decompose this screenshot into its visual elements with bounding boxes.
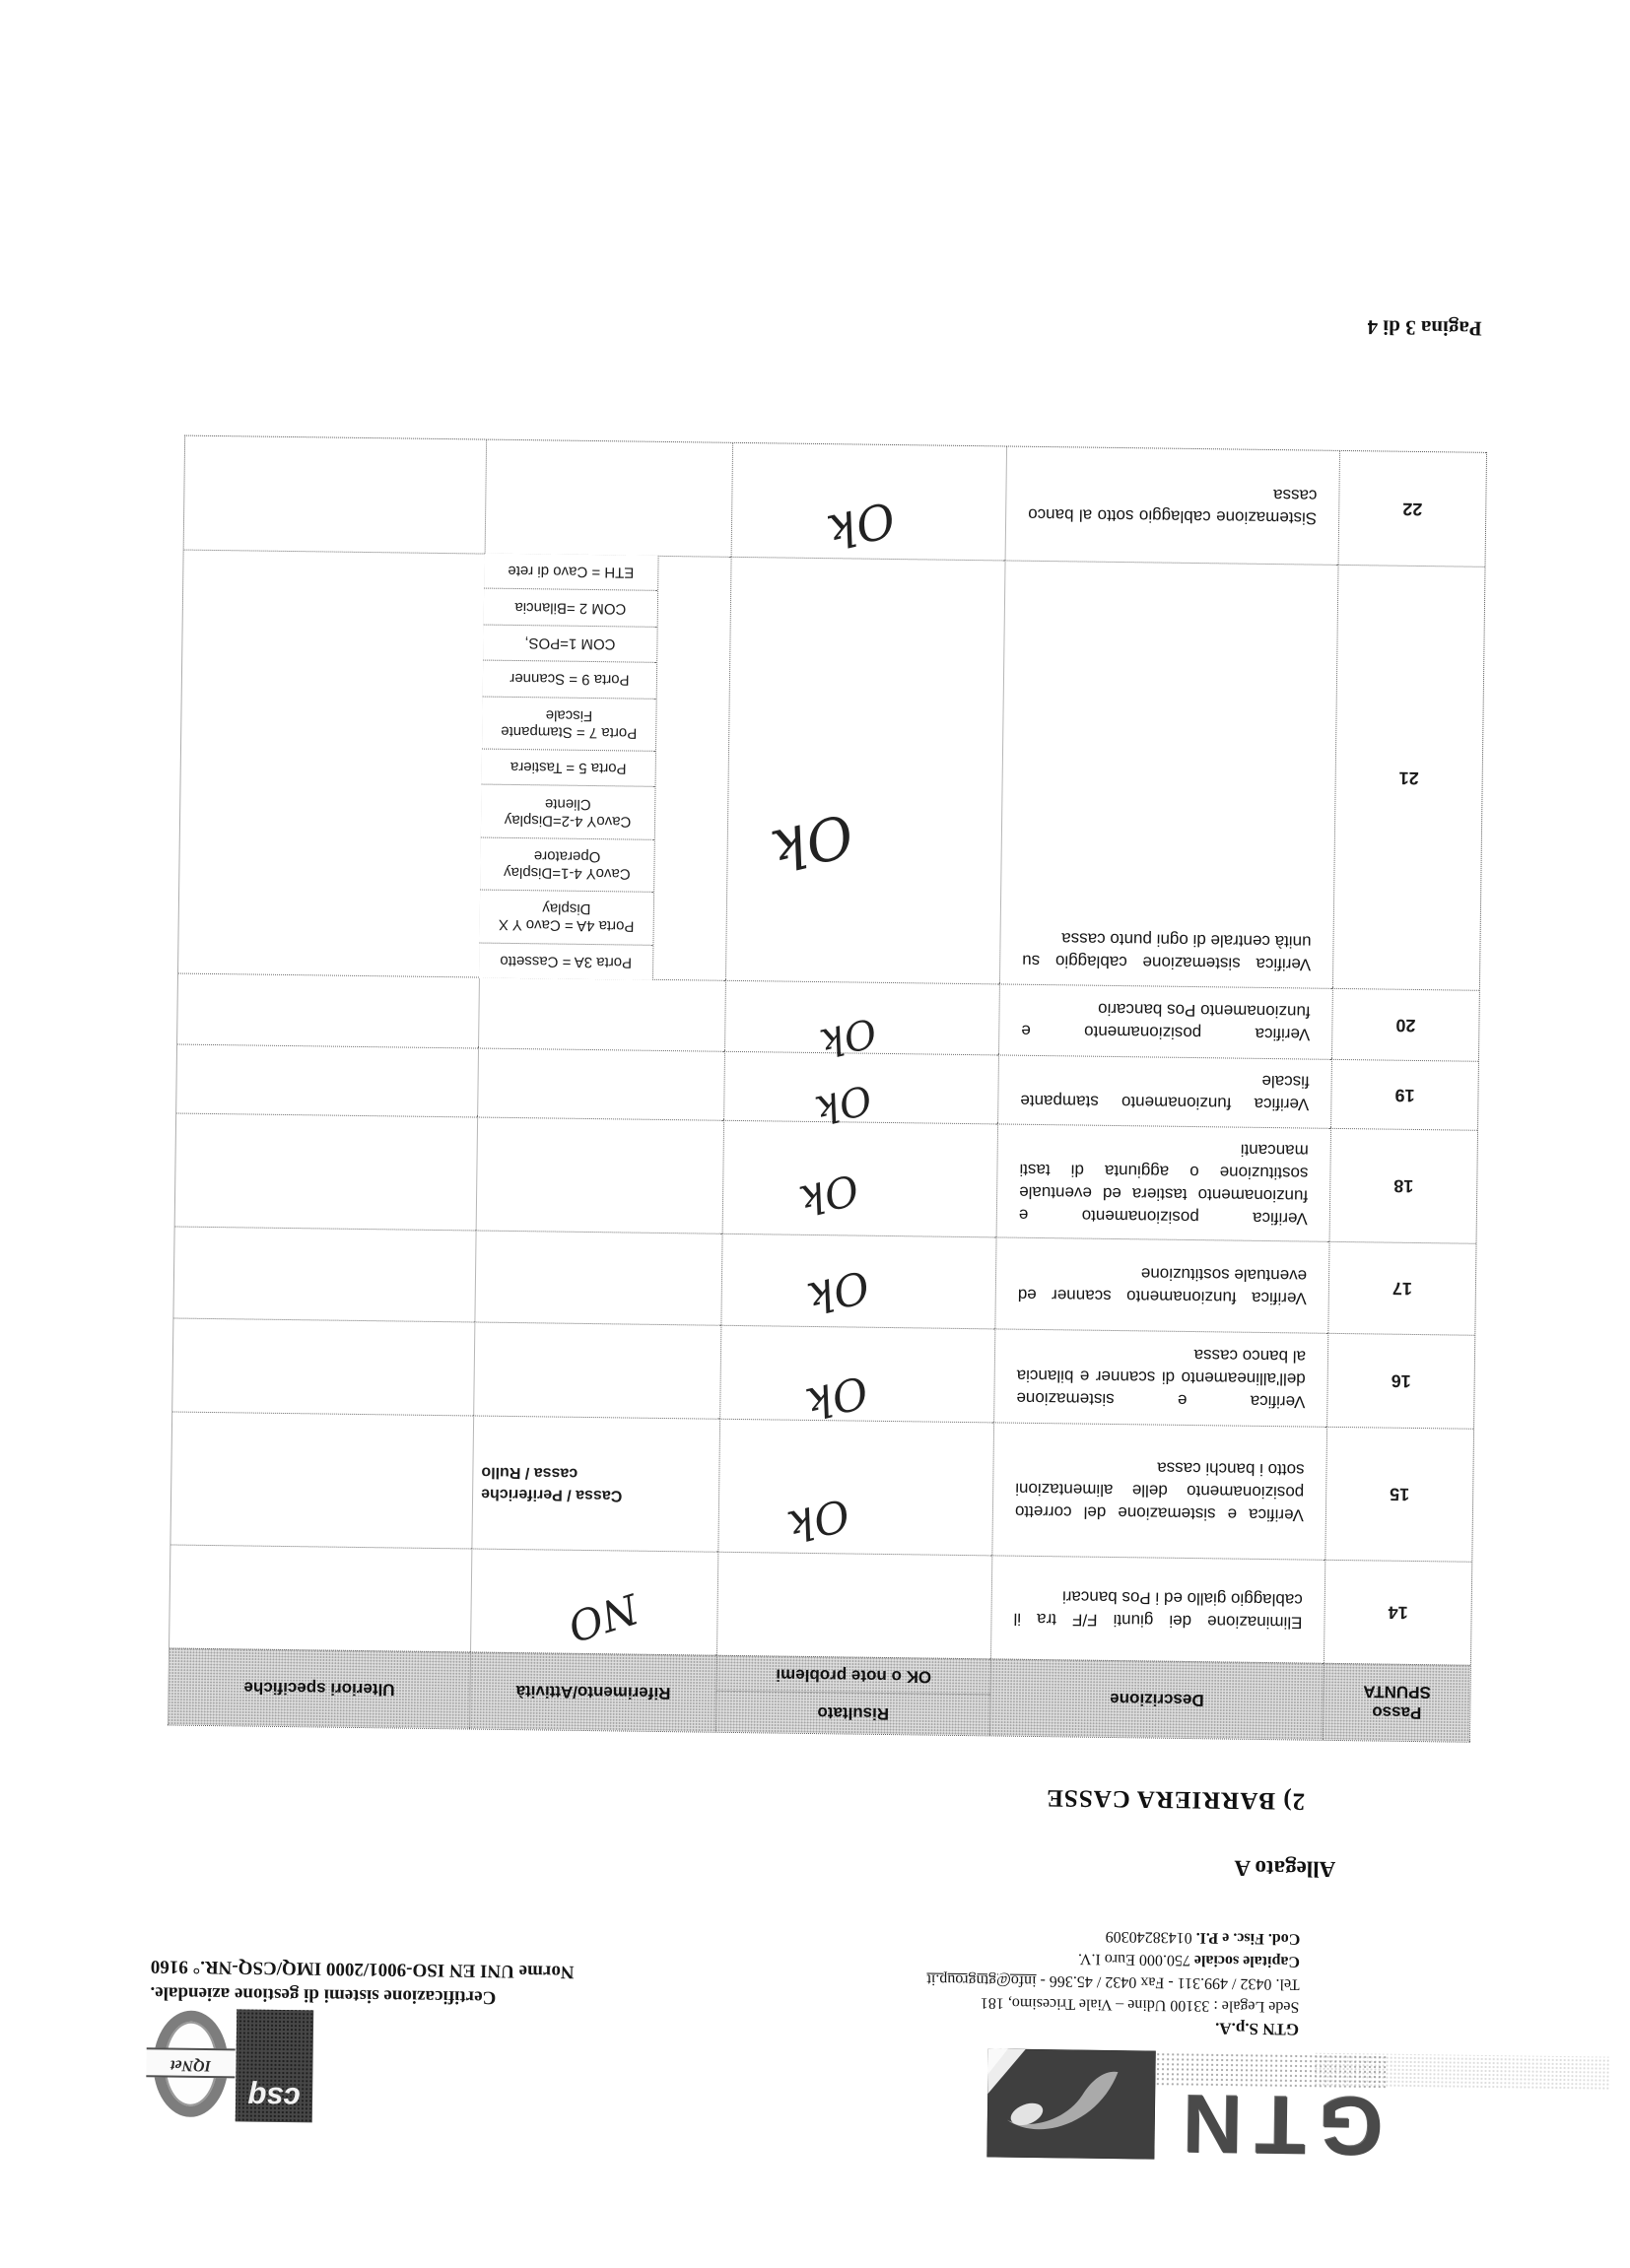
table-row: 21 Verifica sistemazione cablaggio su un… <box>178 549 1485 990</box>
header-ulteriori-specifiche: Ulteriori specifiche <box>169 1647 471 1729</box>
header-passo-spunta: Passo SPUNTA <box>1322 1662 1470 1742</box>
passo-cell: 16 <box>1326 1332 1475 1429</box>
table-row: 22 Sistemazione cablaggio sotto al banco… <box>184 436 1487 567</box>
ulteriori-cell <box>170 1411 474 1549</box>
list-item: Porta 7 = Stampante Fiscale <box>482 696 656 751</box>
handwritten-mark: NO <box>562 1583 645 1651</box>
passo-cell: 19 <box>1330 1058 1478 1130</box>
descrizione-cell: Verifica funzionamento scanner ed eventu… <box>994 1236 1329 1333</box>
table-row: 17 Verifica funzionamento scanner ed eve… <box>173 1226 1476 1335</box>
risultato-cell: Ok <box>717 1418 994 1556</box>
list-item: COM 2 =Bilancia <box>483 587 658 627</box>
riferimento-cell <box>474 1230 722 1325</box>
riferimento-cell: Porta 3A = Cassetto Porta 4A = Cavo Y X … <box>478 553 731 980</box>
handwritten-mark: Ok <box>815 1008 881 1066</box>
table-row: 15 Verifica e sistemazione del corretto … <box>170 1411 1474 1562</box>
descrizione-cell: Verifica e sistemazione dell'allineament… <box>993 1328 1328 1427</box>
ulteriori-cell <box>176 1043 479 1117</box>
passo-cell: 20 <box>1330 987 1479 1061</box>
ulteriori-cell <box>170 1544 472 1652</box>
handwritten-mark: Ok <box>822 490 901 560</box>
risultato-cell <box>715 1551 992 1659</box>
riferimento-cell <box>484 439 733 557</box>
header-riferimento-attivita: Riferimento/Attività <box>468 1651 716 1732</box>
descrizione-cell: Verifica posizionamento e funzionamento … <box>995 1123 1331 1241</box>
list-item: Porta 3A = Cassetto <box>478 942 653 980</box>
passo-cell: 15 <box>1324 1426 1474 1562</box>
attachment-label: Allegato A <box>1234 1855 1336 1882</box>
iqnet-label: IQNet <box>146 2047 236 2079</box>
list-item: Porta 4A = Cavo Y X Display <box>479 889 654 945</box>
risultato-cell: Ok <box>730 442 1007 561</box>
certification-text: Certificazione sistemi di gestione azien… <box>150 1953 653 2013</box>
header-risultato: Risultato OK o note problemi <box>714 1654 990 1736</box>
ulteriori-cell <box>173 1226 476 1322</box>
riferimento-note: Cassa / Periferiche cassa / Rullo <box>481 1463 623 1504</box>
list-item: Porta 9 = Scanner <box>482 659 657 699</box>
handwritten-mark: Ok <box>765 800 860 885</box>
gtn-emblem-icon <box>985 2047 1157 2161</box>
passo-cell: 14 <box>1323 1559 1472 1665</box>
checklist-table: Passo SPUNTA Descrizione Risultato OK o … <box>168 434 1488 1743</box>
list-item: CavoY 4-1=Display Operatore <box>480 836 654 893</box>
passo-cell: 17 <box>1327 1240 1476 1335</box>
passo-cell: 22 <box>1337 450 1487 567</box>
gtn-logo: GTN <box>1169 2077 1385 2173</box>
riferimento-cell <box>478 976 725 1051</box>
table-row: 18 Verifica posizionamento e funzionamen… <box>174 1112 1478 1243</box>
list-item: COM 1=POS, <box>483 624 657 663</box>
ulteriori-cell <box>177 972 479 1048</box>
handwritten-mark: Ok <box>810 1075 876 1133</box>
descrizione-cell: Sistemazione cablaggio sotto al banco ca… <box>1004 446 1340 565</box>
table-row: 14 Eliminazione dei giunti F/F tra il ca… <box>170 1544 1472 1665</box>
descrizione-cell: Verifica e sistemazione del corretto pos… <box>991 1422 1327 1560</box>
handwritten-mark: Ok <box>782 1488 854 1552</box>
riferimento-cell: Cassa / Periferiche cassa / Rullo <box>471 1415 720 1552</box>
riferimento-cell: NO <box>470 1548 718 1655</box>
risultato-cell: Ok <box>721 1119 998 1237</box>
company-info: GTN S.p.A. Sede Legale : 33100 Udine – V… <box>885 1922 1300 2040</box>
section-title: 2) BARRIERA CASSE <box>1046 1784 1306 1815</box>
gtn-logo-halftone-strip <box>1150 2052 1388 2090</box>
page-number: Pagina 3 di 4 <box>1367 315 1482 341</box>
ulteriori-cell <box>172 1317 475 1416</box>
list-item: Porta 5 = Tastiera <box>481 748 656 787</box>
list-item: CavoY 4-2=Display Cliente <box>480 783 655 839</box>
company-email: info@gtngroup.it <box>926 1970 1037 1990</box>
handwritten-mark: Ok <box>802 1259 874 1323</box>
descrizione-cell: Verifica funzionamento stampante fiscale <box>997 1054 1331 1128</box>
risultato-cell: Ok <box>724 556 1005 984</box>
riferimento-cell <box>477 1047 725 1120</box>
risultato-cell: Ok <box>720 1233 996 1329</box>
table-row: 16 Verifica e sistemazione dell'allineam… <box>172 1317 1475 1429</box>
riferimento-cell <box>473 1321 721 1419</box>
risultato-cell: Ok <box>724 979 999 1065</box>
passo-cell: 18 <box>1328 1127 1478 1243</box>
descrizione-cell: Verifica posizionamento e funzionamento … <box>997 983 1332 1059</box>
handwritten-mark: Ok <box>800 1365 873 1429</box>
iqnet-logo-icon: IQNet <box>146 2010 236 2118</box>
csq-logo-icon: csq <box>235 2009 314 2123</box>
ulteriori-cell <box>174 1112 478 1231</box>
handwritten-mark: Ok <box>794 1164 864 1226</box>
ulteriori-cell <box>184 436 486 554</box>
descrizione-cell: Eliminazione dei giunti F/F tra il cabla… <box>989 1555 1325 1663</box>
port-mapping-list: Porta 3A = Cassetto Porta 4A = Cavo Y X … <box>478 553 659 980</box>
list-item: ETH = Cavo di rete <box>508 563 635 581</box>
passo-cell: 21 <box>1331 564 1485 990</box>
descrizione-cell: Verifica sistemazione cablaggio su unità… <box>998 560 1338 988</box>
risultato-cell: Ok <box>723 1050 998 1132</box>
header-descrizione: Descrizione <box>988 1658 1324 1740</box>
ulteriori-cell <box>178 549 485 977</box>
riferimento-cell <box>475 1116 724 1234</box>
risultato-cell: Ok <box>719 1324 995 1429</box>
